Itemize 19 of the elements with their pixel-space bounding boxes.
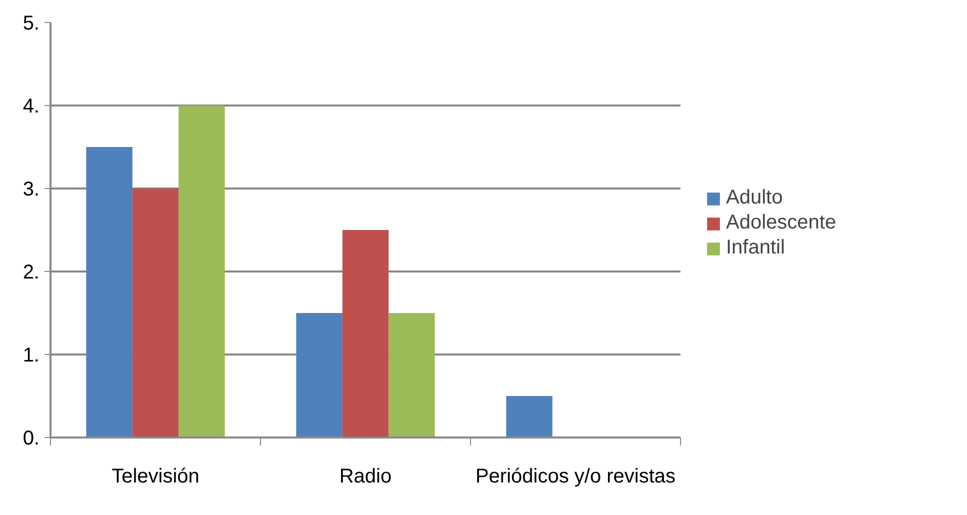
y-tick-label: 3. <box>22 178 40 200</box>
bar <box>178 106 225 438</box>
legend-label: Adulto <box>726 186 783 210</box>
legend-label: Infantil <box>726 236 785 260</box>
legend-label: Adolescente <box>726 212 836 234</box>
x-tick-label: Radio <box>339 466 392 488</box>
y-tick-label: 2. <box>22 262 40 284</box>
y-tick-label: 5. <box>22 12 40 34</box>
bar <box>132 188 179 438</box>
bar <box>388 313 435 438</box>
y-tick-label: 1. <box>22 344 40 366</box>
bar <box>342 230 389 438</box>
y-tick-label: 4. <box>22 96 40 118</box>
y-tick-label: 0. <box>22 428 40 450</box>
bar <box>506 396 552 438</box>
bar <box>296 313 342 438</box>
bar <box>86 147 132 438</box>
x-tick-label: Periódicos y/o revistas <box>475 466 676 488</box>
x-tick-label: Televisión <box>112 466 200 488</box>
